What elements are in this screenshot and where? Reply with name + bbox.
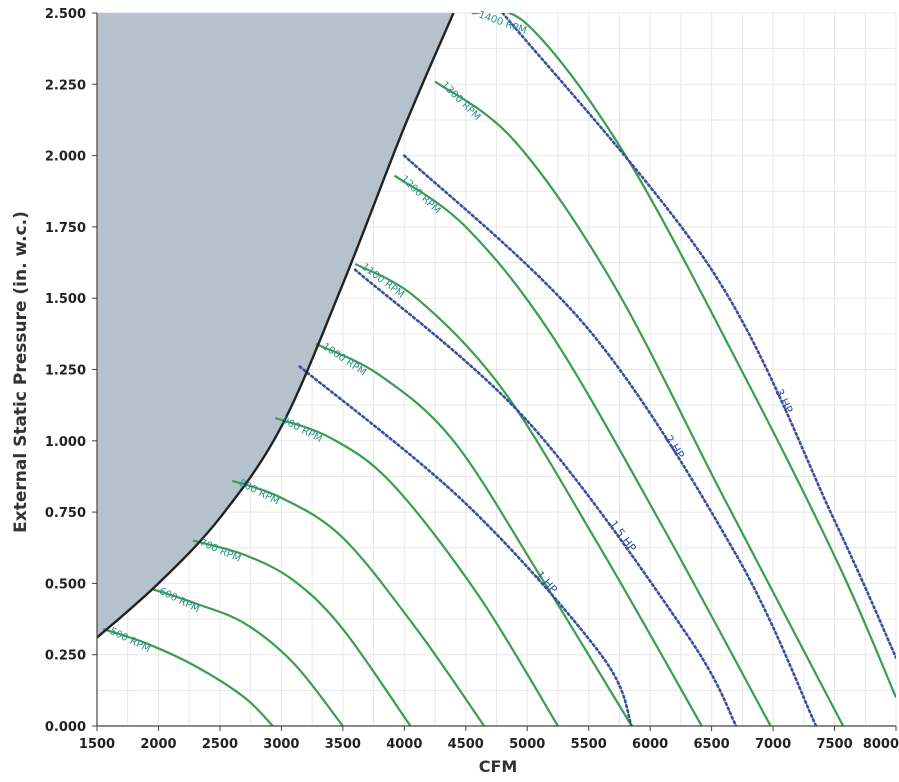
rpm-label-500-rpm: 500 RPM — [108, 626, 152, 655]
rpm-curve-600-rpm — [151, 588, 344, 726]
rpm-curve-1400-rpm — [471, 13, 896, 698]
y-axis-title: External Static Pressure (in. w.c.) — [11, 211, 31, 533]
rpm-curve-500-rpm — [102, 627, 274, 726]
y-tick-label: 0.000 — [45, 720, 86, 735]
y-tick-label: 2.000 — [45, 150, 86, 165]
x-tick-label: 4000 — [386, 737, 422, 752]
axes: 1500 2000 2500 3000 3500 4000 4500 5000 5500 6000… — [45, 7, 899, 752]
x-tick-label: 3500 — [325, 737, 361, 752]
rpm-curve-1200-rpm — [393, 174, 772, 726]
rpm-curve-700-rpm — [192, 539, 412, 726]
x-tick-label: 3000 — [263, 737, 299, 752]
y-tick-label: 0.250 — [45, 649, 86, 664]
x-tick-label: 6500 — [694, 737, 730, 752]
rpm-label-1000-rpm: 1000 RPM — [320, 341, 368, 378]
x-tick-label: 8000 — [863, 737, 899, 752]
rpm-label-800-rpm: 800 RPM — [237, 478, 281, 508]
limit-boundary — [97, 13, 455, 639]
hp-curve-1-5-hp — [353, 268, 738, 726]
rpm-label-1300-rpm: 1300 RPM — [439, 80, 482, 123]
hp-curve-3-hp — [501, 13, 896, 659]
x-tick-label: 5500 — [571, 737, 607, 752]
rpm-curves — [102, 13, 896, 726]
y-tick-label: 1.250 — [45, 364, 86, 379]
x-tick-label: 5000 — [509, 737, 545, 752]
rpm-curve-1100-rpm — [354, 263, 703, 726]
x-tick-label: 2500 — [202, 737, 238, 752]
y-tick-label: 1.750 — [45, 221, 86, 236]
rpm-label-1100-rpm: 1100 RPM — [359, 262, 406, 301]
x-tick-label: 6000 — [632, 737, 668, 752]
hp-label-1-hp: 1 HP — [533, 568, 560, 596]
x-axis-title: CFM — [479, 757, 518, 776]
hp-curve-1-hp — [298, 365, 634, 726]
hp-curves — [298, 13, 896, 726]
hp-label-3-hp: 3 HP — [772, 387, 795, 416]
shaded-region-fill — [97, 13, 454, 638]
y-tick-label: 2.500 — [45, 7, 86, 22]
surge-limit-line — [97, 13, 455, 639]
rpm-curve-1300-rpm — [434, 80, 845, 726]
y-tick-label: 1.500 — [45, 292, 86, 307]
y-tick-label: 0.750 — [45, 506, 86, 521]
unstable-region — [97, 13, 454, 638]
rpm-curve-800-rpm — [231, 479, 486, 726]
x-tick-label: 4500 — [448, 737, 484, 752]
rpm-curve-900-rpm — [274, 416, 559, 726]
hp-label-2-hp: 2 HP — [662, 433, 687, 462]
x-tick-label: 2000 — [140, 737, 176, 752]
x-tick-label: 7000 — [755, 737, 791, 752]
y-tick-label: 1.000 — [45, 435, 86, 450]
x-tick-label: 7500 — [816, 737, 852, 752]
y-tick-label: 2.250 — [45, 78, 86, 93]
rpm-curve-1000-rpm — [315, 342, 633, 726]
rpm-label-600-rpm: 600 RPM — [157, 586, 201, 615]
y-tick-label: 0.500 — [45, 577, 86, 592]
hp-curve-2-hp — [403, 154, 818, 726]
x-tick-label: 1500 — [79, 737, 115, 752]
hp-label-1-5-hp: 1.5 HP — [607, 518, 639, 555]
rpm-label-1200-rpm: 1200 RPM — [398, 174, 442, 217]
